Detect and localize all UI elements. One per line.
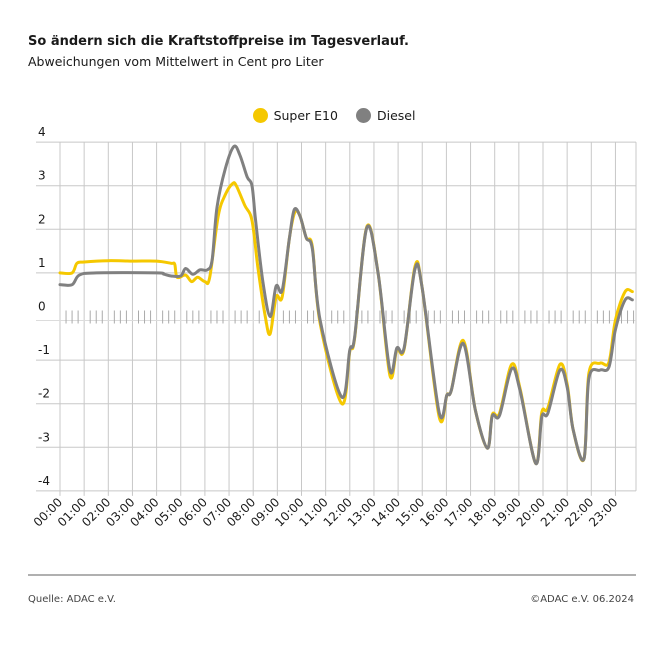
legend-swatch-e10	[252, 108, 268, 123]
y-tick-label: 4	[38, 125, 46, 139]
y-tick-label: 2	[38, 212, 46, 226]
source-note: Quelle: ADAC e.V.	[28, 594, 116, 605]
chart-title: So ändern sich die Kraftstoffpreise im T…	[28, 34, 409, 49]
footer-divider	[28, 574, 636, 576]
y-tick-label: -4	[38, 474, 50, 488]
y-tick-label: 3	[38, 169, 46, 183]
series-line-diesel	[58, 144, 634, 465]
legend: Super E10 Diesel	[0, 108, 668, 123]
copyright-note: ©ADAC e.V. 06.2024	[530, 594, 634, 605]
y-tick-label: 0	[38, 300, 46, 314]
legend-item-diesel: Diesel	[355, 108, 416, 123]
legend-swatch-diesel	[355, 108, 371, 123]
y-tick-label: -1	[38, 343, 50, 357]
legend-label-diesel: Diesel	[376, 108, 416, 123]
y-tick-label: -3	[38, 430, 50, 444]
legend-label-e10: Super E10	[273, 108, 338, 123]
legend-item-e10: Super E10	[252, 108, 338, 123]
y-tick-label: 1	[38, 256, 46, 270]
series-line-super-e10	[58, 181, 634, 465]
chart-subtitle: Abweichungen vom Mittelwert in Cent pro …	[28, 54, 324, 69]
y-tick-label: -2	[38, 387, 50, 401]
